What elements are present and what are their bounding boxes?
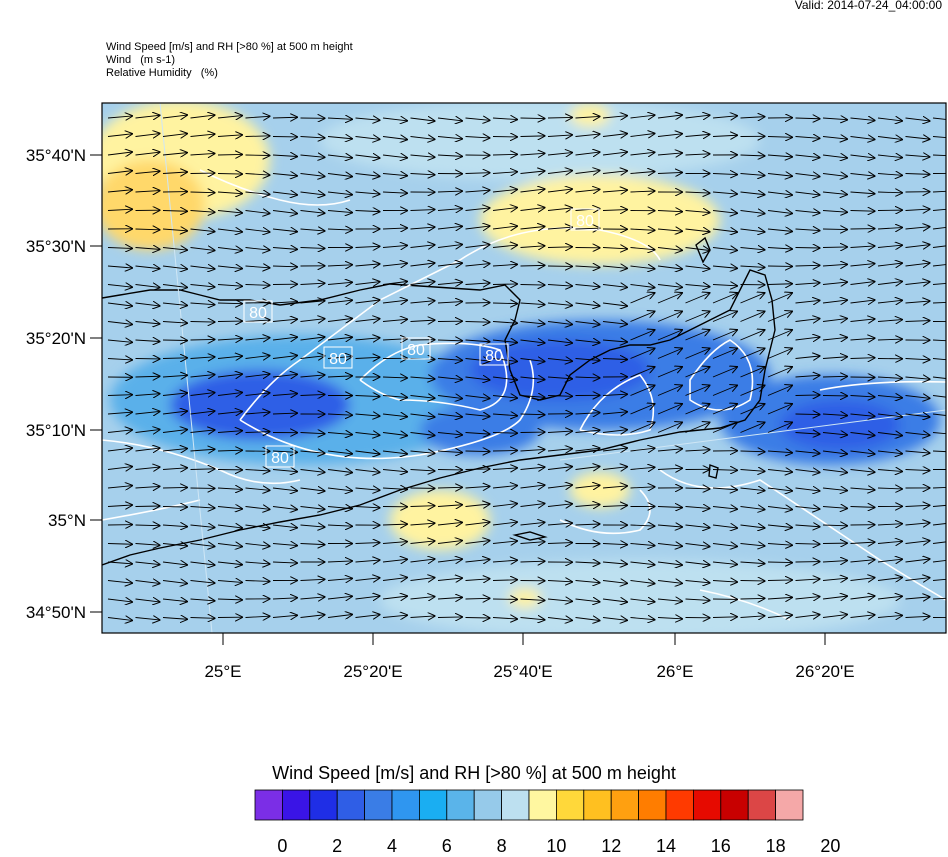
colorbar-box <box>365 790 392 820</box>
colorbar-box <box>282 790 309 820</box>
wind-arrow <box>191 322 215 323</box>
latitude-axis: 35°40'N 35°30'N 35°20'N 35°10'N 35°N 34°50'N <box>26 146 102 622</box>
wind-arrow <box>218 174 242 175</box>
colorbar-box <box>310 790 337 820</box>
colorbar-box <box>748 790 775 820</box>
longitude-label: 26°20'E <box>795 662 854 681</box>
colorbar-box <box>666 790 693 820</box>
latitude-label: 35°10'N <box>26 421 86 440</box>
latitude-label: 35°30'N <box>26 237 86 256</box>
wind-arrow <box>163 487 187 488</box>
colorbar-box <box>611 790 638 820</box>
wind-arrow <box>466 451 490 452</box>
colorbar-box <box>693 790 720 820</box>
wind-arrow <box>796 248 820 249</box>
wind-arrow <box>191 339 215 340</box>
colorbar-box <box>392 790 419 820</box>
longitude-label: 26°E <box>656 662 693 681</box>
wind-arrow <box>493 284 517 285</box>
latitude-label: 35°20'N <box>26 329 86 348</box>
wind-arrow <box>521 265 545 266</box>
wind-arrow <box>741 598 765 599</box>
wind-arrow <box>493 303 517 304</box>
colorbar-boxes <box>255 790 803 820</box>
colorbar-box <box>776 790 803 820</box>
colorbar-box <box>639 790 666 820</box>
latitude-label: 35°40'N <box>26 146 86 165</box>
longitude-label: 25°E <box>204 662 241 681</box>
colorbar-box <box>556 790 583 820</box>
colorbar-box <box>419 790 446 820</box>
colorbar-box <box>474 790 501 820</box>
svg-text:80: 80 <box>271 450 289 467</box>
colorbar-box <box>584 790 611 820</box>
longitude-label: 25°40'E <box>493 662 552 681</box>
colorbar-box <box>337 790 364 820</box>
wind-arrow <box>218 154 242 155</box>
wind-arrow <box>796 395 820 396</box>
svg-text:80: 80 <box>576 213 594 230</box>
wind-arrow <box>466 618 490 619</box>
wind-arrow <box>768 580 792 581</box>
wind-arrow <box>136 506 160 507</box>
colorbar-box <box>721 790 748 820</box>
wind-arrow <box>521 285 545 286</box>
svg-text:80: 80 <box>249 305 267 322</box>
wind-arrow <box>466 469 490 470</box>
svg-text:80: 80 <box>329 351 347 368</box>
colorbar-title: Wind Speed [m/s] and RH [>80 %] at 500 m… <box>0 763 948 784</box>
wind-arrow <box>741 581 765 582</box>
svg-text:80: 80 <box>485 348 503 365</box>
longitude-axis: 25°E 25°20'E 25°40'E 26°E 26°20'E <box>204 633 854 681</box>
svg-text:80: 80 <box>407 342 425 359</box>
latitude-label: 35°N <box>48 511 86 530</box>
wind-arrow <box>521 136 545 137</box>
map-plot: 80 80 80 80 80 80 35°40'N 35°30'N 35°20'N 35°10'… <box>0 0 948 760</box>
wind-arrow <box>521 118 545 119</box>
wind-arrow <box>163 507 187 508</box>
colorbar-box <box>529 790 556 820</box>
wind-arrow <box>438 617 462 618</box>
colorbar <box>0 785 948 825</box>
colorbar-box <box>502 790 529 820</box>
wind-arrow <box>768 562 792 563</box>
wind-arrow <box>823 229 847 230</box>
wind-arrow <box>823 247 847 248</box>
wind-arrow <box>548 117 572 118</box>
longitude-label: 25°20'E <box>343 662 402 681</box>
wind-speed-field: 80 80 80 80 80 80 <box>90 100 948 640</box>
wind-arrow <box>493 450 517 451</box>
colorbar-box <box>447 790 474 820</box>
latitude-label: 34°50'N <box>26 603 86 622</box>
wind-arrow <box>796 414 820 415</box>
colorbar-box <box>255 790 282 820</box>
